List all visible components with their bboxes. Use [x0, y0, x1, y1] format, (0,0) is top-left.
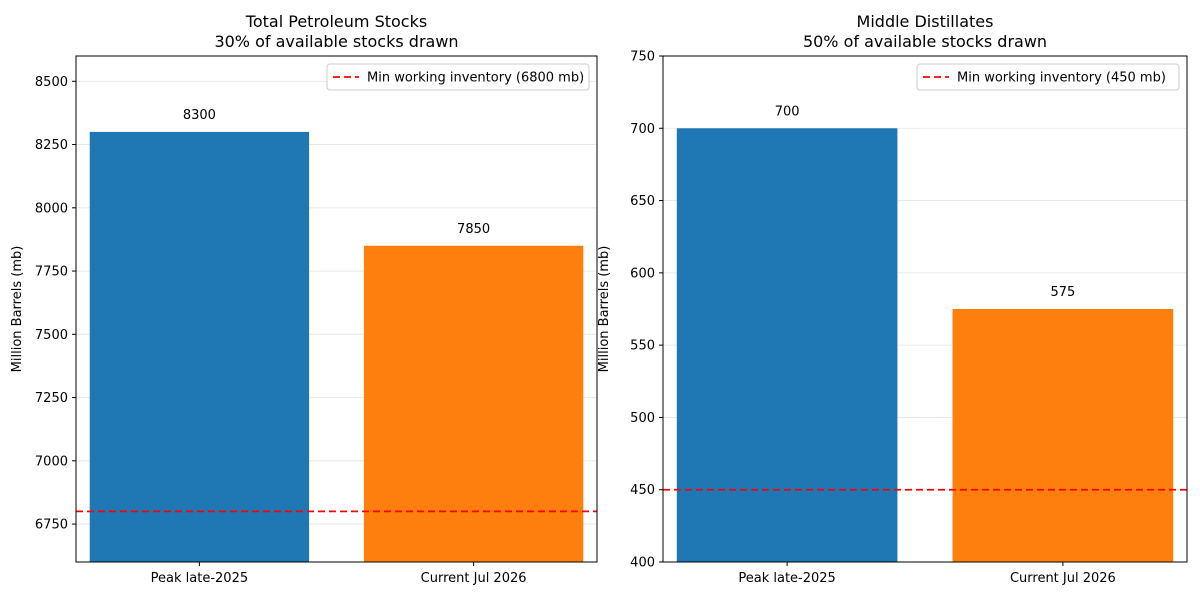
- legend-label: Min working inventory (450 mb): [957, 71, 1166, 86]
- y-tick-label: 7000: [35, 454, 68, 469]
- y-axis-label: Million Barrels (mb): [597, 246, 612, 373]
- x-tick-label: Current Jul 2026: [421, 571, 527, 586]
- chart-subtitle: 50% of available stocks drawn: [803, 32, 1047, 51]
- bar: [363, 245, 584, 562]
- chart-title: Middle Distillates: [857, 12, 994, 31]
- x-tick-label: Current Jul 2026: [1010, 571, 1116, 586]
- chart-title: Total Petroleum Stocks: [245, 12, 427, 31]
- y-tick-label: 8500: [35, 75, 68, 90]
- x-tick-label: Peak late-2025: [738, 571, 835, 586]
- data-label: 700: [775, 104, 800, 119]
- y-tick-label: 450: [630, 483, 655, 498]
- data-label: 8300: [183, 108, 216, 123]
- y-axis-label: Million Barrels (mb): [10, 246, 25, 373]
- data-label: 575: [1050, 285, 1075, 300]
- y-tick-label: 7750: [35, 265, 68, 280]
- chart-panel-2: 700 575 400 450 500 550 600 650 700 750 Peak late-…: [597, 12, 1188, 586]
- legend-label: Min working inventory (6800 mb): [367, 71, 584, 86]
- legend-box: [916, 63, 1180, 91]
- y-tick-label: 550: [630, 339, 655, 354]
- y-tick-label: 8250: [35, 138, 68, 153]
- y-tick-label: 7250: [35, 391, 68, 406]
- chart-panel-1: 8300 7850 6750 7000 7250 7500 7750 8000 8250 8500…: [10, 12, 598, 586]
- bar: [89, 131, 310, 562]
- legend: Min working inventory (450 mb): [916, 63, 1180, 91]
- y-tick-label: 8000: [35, 201, 68, 216]
- plot-frame: [662, 55, 1188, 563]
- legend-box: [326, 63, 590, 91]
- plot-frame: [75, 55, 598, 563]
- bar: [676, 128, 898, 563]
- data-label: 7850: [457, 222, 490, 237]
- y-tick-label: 700: [630, 122, 655, 137]
- bar: [952, 309, 1174, 562]
- y-tick-label: 7500: [35, 328, 68, 343]
- y-tick-label: 500: [630, 411, 655, 426]
- x-tick-label: Peak late-2025: [151, 571, 248, 586]
- y-tick-label: 750: [630, 50, 655, 65]
- y-tick-label: 400: [630, 556, 655, 571]
- y-tick-label: 6750: [35, 518, 68, 533]
- legend: Min working inventory (6800 mb): [326, 63, 590, 91]
- y-tick-label: 650: [630, 194, 655, 209]
- y-tick-label: 600: [630, 266, 655, 281]
- chart-subtitle: 30% of available stocks drawn: [214, 32, 458, 51]
